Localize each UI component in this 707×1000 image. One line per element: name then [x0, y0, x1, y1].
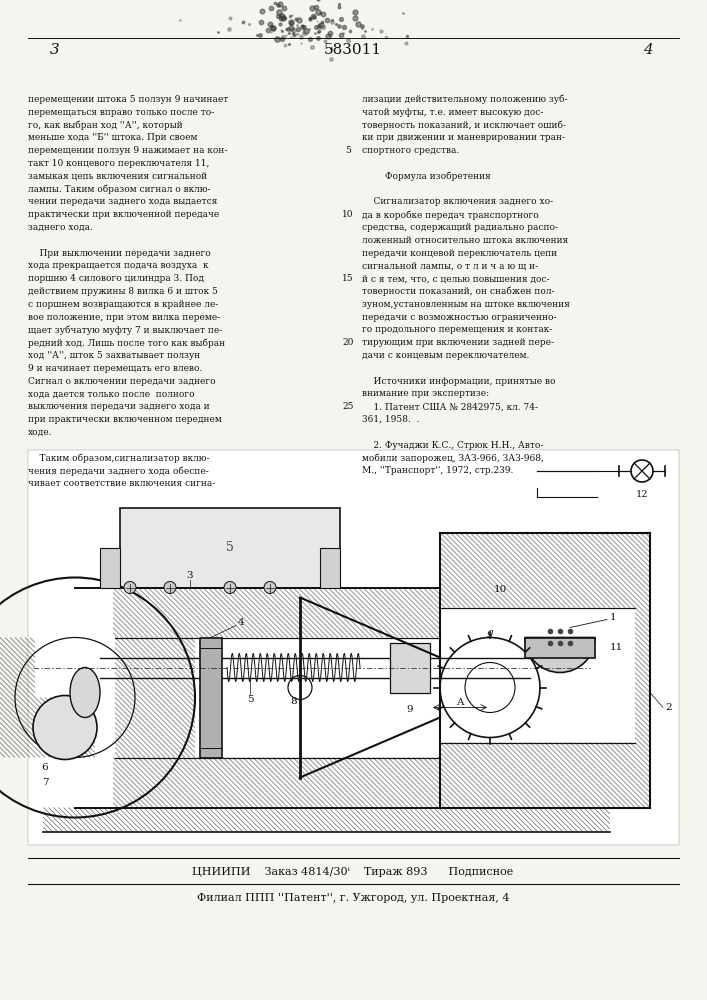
Bar — [525, 638, 595, 658]
Text: 6: 6 — [42, 763, 48, 772]
Text: хода прекращается подача воздуха  к: хода прекращается подача воздуха к — [28, 261, 209, 270]
Text: такт 10 концевого переключателя 11,: такт 10 концевого переключателя 11, — [28, 159, 209, 168]
Text: средства, содержащий радиально распо-: средства, содержащий радиально распо- — [362, 223, 558, 232]
Text: 1. Патент США № 2842975, кл. 74-: 1. Патент США № 2842975, кл. 74- — [362, 402, 538, 411]
Circle shape — [124, 582, 136, 593]
Text: спортного средства.: спортного средства. — [362, 146, 460, 155]
Text: замыкая цепь включения сигнальной: замыкая цепь включения сигнальной — [28, 172, 207, 181]
Text: вое положение, при этом вилка переме-: вое положение, при этом вилка переме- — [28, 313, 220, 322]
Text: с поршнем возвращаются в крайнее ле-: с поршнем возвращаются в крайнее ле- — [28, 300, 218, 309]
Text: 12: 12 — [636, 490, 648, 499]
Text: действием пружины 8 вилка 6 и шток 5: действием пружины 8 вилка 6 и шток 5 — [28, 287, 218, 296]
Bar — [100, 548, 120, 587]
Ellipse shape — [70, 668, 100, 718]
Text: да в коробке передач транспортного: да в коробке передач транспортного — [362, 210, 539, 220]
Text: чении передачи заднего хода выдается: чении передачи заднего хода выдается — [28, 197, 217, 206]
Text: сигнальной лампы, о т л и ч а ю щ и-: сигнальной лампы, о т л и ч а ю щ и- — [362, 261, 538, 270]
Text: перемещении штока 5 ползун 9 начинает: перемещении штока 5 ползун 9 начинает — [28, 95, 228, 104]
Text: заднего хода.: заднего хода. — [28, 223, 93, 232]
Text: меньше хода ''Б'' штока. При своем: меньше хода ''Б'' штока. При своем — [28, 133, 197, 142]
Text: товерность показаний, и исключает ошиб-: товерность показаний, и исключает ошиб- — [362, 121, 566, 130]
Text: перемещении ползун 9 нажимает на кон-: перемещении ползун 9 нажимает на кон- — [28, 146, 228, 155]
Text: ходе.: ходе. — [28, 428, 52, 437]
Text: Формула изобретения: Формула изобретения — [362, 172, 491, 181]
Text: практически при включенной передаче: практически при включенной передаче — [28, 210, 219, 219]
Text: Сигнал о включении передачи заднего: Сигнал о включении передачи заднего — [28, 377, 216, 386]
Text: 10: 10 — [493, 585, 507, 594]
Text: редний ход. Лишь после того как выбран: редний ход. Лишь после того как выбран — [28, 338, 225, 348]
Text: го продольного перемещения и контак-: го продольного перемещения и контак- — [362, 325, 552, 334]
Text: ЦНИИПИ    Заказ 4814/30ⁱ    Тираж 893      Подписное: ЦНИИПИ Заказ 4814/30ⁱ Тираж 893 Подписно… — [192, 867, 513, 877]
Text: 7: 7 — [42, 778, 48, 787]
Text: Таким образом,сигнализатор вклю-: Таким образом,сигнализатор вклю- — [28, 453, 209, 463]
Text: 9 и начинает перемещать его влево.: 9 и начинает перемещать его влево. — [28, 364, 202, 373]
Text: Сигнализатор включения заднего хо-: Сигнализатор включения заднего хо- — [362, 197, 553, 206]
Text: ход ''А'', шток 5 захватывает ползун: ход ''А'', шток 5 захватывает ползун — [28, 351, 200, 360]
Text: 20: 20 — [342, 338, 354, 347]
Text: при практически включенном переднем: при практически включенном переднем — [28, 415, 222, 424]
Text: 583011: 583011 — [324, 43, 382, 57]
Text: Источники информации, принятые во: Источники информации, принятые во — [362, 377, 556, 386]
Text: 5: 5 — [247, 696, 253, 704]
Text: перемещаться вправо только после то-: перемещаться вправо только после то- — [28, 108, 214, 117]
Text: A: A — [456, 698, 464, 707]
Text: мобили запорожец, ЗАЗ-966, ЗАЗ-968,: мобили запорожец, ЗАЗ-966, ЗАЗ-968, — [362, 453, 544, 463]
Text: й с я тем, что, с целью повышения дос-: й с я тем, что, с целью повышения дос- — [362, 274, 549, 283]
Text: чивает соответствие включения сигна-: чивает соответствие включения сигна- — [28, 479, 215, 488]
Text: тирующим при включении задней пере-: тирующим при включении задней пере- — [362, 338, 554, 347]
Text: 5: 5 — [226, 541, 234, 554]
Text: лизации действительному положению зуб-: лизации действительному положению зуб- — [362, 95, 568, 104]
Circle shape — [264, 582, 276, 593]
Text: 10: 10 — [342, 210, 354, 219]
Text: внимание при экспертизе:: внимание при экспертизе: — [362, 389, 489, 398]
Text: 9: 9 — [407, 704, 414, 714]
Bar — [200, 638, 222, 758]
Text: 15: 15 — [342, 274, 354, 283]
Bar — [320, 548, 340, 587]
Text: поршню 4 силового цилиндра 3. Под: поршню 4 силового цилиндра 3. Под — [28, 274, 204, 283]
Text: ложенный относительно штока включения: ложенный относительно штока включения — [362, 236, 568, 245]
Text: передачи с возможностью ограниченно-: передачи с возможностью ограниченно- — [362, 313, 556, 322]
Text: щает зубчатую муфту 7 и выключает пе-: щает зубчатую муфту 7 и выключает пе- — [28, 325, 222, 335]
Text: 5: 5 — [345, 146, 351, 155]
Text: го, как выбран ход ''А'', который: го, как выбран ход ''А'', который — [28, 121, 182, 130]
Text: лампы. Таким образом сигнал о вклю-: лампы. Таким образом сигнал о вклю- — [28, 185, 211, 194]
Text: 11: 11 — [610, 643, 624, 652]
Text: 1: 1 — [610, 613, 617, 622]
Circle shape — [33, 696, 97, 760]
Text: хода дается только после  полного: хода дается только после полного — [28, 389, 194, 398]
Text: товерности показаний, он снабжен пол-: товерности показаний, он снабжен пол- — [362, 287, 554, 296]
Text: При выключении передачи заднего: При выключении передачи заднего — [28, 249, 211, 258]
Text: 8: 8 — [290, 696, 297, 706]
Text: 3: 3 — [50, 43, 60, 57]
Bar — [120, 508, 340, 587]
Circle shape — [224, 582, 236, 593]
Bar — [390, 643, 430, 692]
Text: чения передачи заднего хода обеспе-: чения передачи заднего хода обеспе- — [28, 466, 209, 476]
Circle shape — [164, 582, 176, 593]
Text: 2: 2 — [665, 703, 672, 712]
Text: 4: 4 — [643, 43, 653, 57]
Bar — [28, 450, 679, 845]
Text: 25: 25 — [342, 402, 354, 411]
Text: М., ''Транспорт'', 1972, стр.239.: М., ''Транспорт'', 1972, стр.239. — [362, 466, 513, 475]
Text: g: g — [486, 628, 493, 637]
Text: выключения передачи заднего хода и: выключения передачи заднего хода и — [28, 402, 210, 411]
Text: 2. Фучаджи К.С., Стрюк Н.Н., Авто-: 2. Фучаджи К.С., Стрюк Н.Н., Авто- — [362, 441, 544, 450]
Text: 361, 1958.  .: 361, 1958. . — [362, 415, 419, 424]
Wedge shape — [525, 638, 595, 672]
Text: ки при движении и маневрировании тран-: ки при движении и маневрировании тран- — [362, 133, 565, 142]
Text: 4: 4 — [238, 618, 245, 627]
Text: 3: 3 — [187, 571, 193, 580]
Text: зуном,установленным на штоке включения: зуном,установленным на штоке включения — [362, 300, 570, 309]
Text: передачи концевой переключатель цепи: передачи концевой переключатель цепи — [362, 249, 557, 258]
Text: дачи с концевым переключателем.: дачи с концевым переключателем. — [362, 351, 530, 360]
Text: Филиал ППП ''Патент'', г. Ужгород, ул. Проектная, 4: Филиал ППП ''Патент'', г. Ужгород, ул. П… — [197, 893, 509, 903]
Text: чатой муфты, т.е. имеет высокую дос-: чатой муфты, т.е. имеет высокую дос- — [362, 108, 544, 117]
